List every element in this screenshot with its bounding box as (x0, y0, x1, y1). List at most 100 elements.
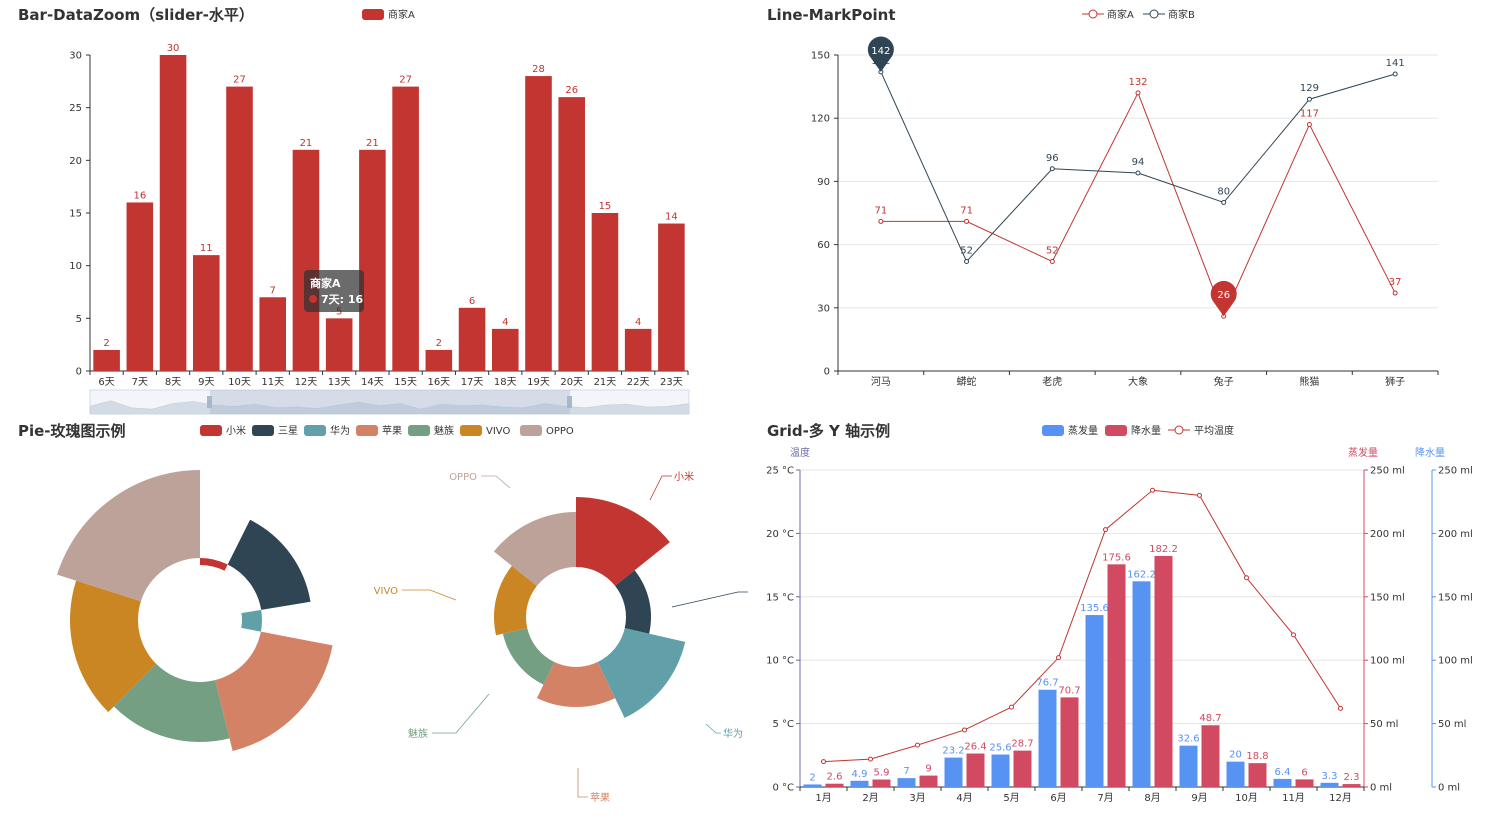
pie-legend-swatch (200, 425, 222, 436)
bar-x-tick-label: 12天 (295, 377, 318, 388)
pie-legend-swatch (408, 425, 430, 436)
bar-mark (359, 149, 386, 371)
bar-legend-item[interactable]: 商家A (362, 8, 415, 21)
evap-data-label: 135.6 (1080, 603, 1109, 614)
legend-swatch-evap (1042, 425, 1064, 436)
grid-legend-evap[interactable]: 蒸发量 (1042, 424, 1098, 437)
datazoom-handle-right[interactable] (567, 396, 572, 408)
pie-chart-title: Pie-玫瑰图示例 (18, 422, 126, 440)
bar-x-tick-label: 14天 (361, 377, 384, 388)
rain-y-tick-label: 250 ml (1438, 466, 1473, 477)
tooltip-value: 7天: 16 (321, 293, 364, 306)
bar-mark (624, 328, 652, 371)
evap-bar (803, 784, 822, 787)
tooltip-marker (309, 295, 317, 303)
grid-axes: 0 °C 5 °C 10 °C 15 °C 20 °C 25 °C 0 ml 50 ml 100… (766, 466, 1473, 805)
rain-bar (966, 753, 985, 787)
bar-mark (159, 55, 187, 371)
bar-mark (491, 328, 519, 371)
rose-label-leader (402, 589, 457, 601)
line-x-axis: 河马 蟒蛇 老虎 大象 兔子 熊猫 狮子 (837, 370, 1439, 388)
grid-multi-y-chart: Grid-多 Y 轴示例 蒸发量 降水量 平均温度 温度 蒸发量 降水量 0 °… (766, 422, 1473, 804)
bar-y-tick-label: 15 (69, 209, 82, 220)
line-data-label: 117 (1300, 109, 1319, 120)
bar-mark (325, 318, 353, 371)
grid-x-tick-label: 11月 (1282, 792, 1305, 804)
line-y-tick-label: 120 (811, 114, 830, 125)
bar-y-tick-label: 0 (76, 367, 82, 378)
rain-bar (919, 775, 938, 787)
bar-x-tick-label: 21天 (594, 377, 617, 388)
datazoom-slider[interactable] (89, 389, 690, 415)
grid-x-tick-label: 2月 (862, 792, 878, 804)
bar-x-tick-label: 16天 (427, 377, 450, 388)
rain-data-label: 18.8 (1246, 751, 1268, 762)
line-legend-b[interactable]: 商家B (1143, 8, 1195, 21)
evap-bar (1038, 689, 1057, 787)
rose-slice-label: 苹果 (590, 791, 610, 804)
bar-data-label: 2 (436, 338, 442, 349)
axis-title-rain: 降水量 (1415, 446, 1445, 459)
line-chart-title: Line-MarkPoint (767, 6, 896, 24)
pie-legend: 小米 三星 华为 苹果 魅族 VIVO OPPO (200, 424, 574, 437)
temp-y-tick-label: 25 °C (766, 466, 794, 477)
rose-area-slice (597, 628, 686, 718)
bar-x-axis: 6天 7天 8天 9天 10天 11天 12天 13天 14天 15天 16天 17天 18天 19天 20… (89, 370, 689, 388)
markpoint-label: 26 (1217, 290, 1230, 301)
rose-label-leader (649, 475, 672, 501)
bar-data-label: 7 (270, 285, 276, 296)
bar-data-label: 21 (300, 138, 313, 149)
rain-bar (1295, 779, 1314, 787)
bar-data-label: 27 (399, 75, 412, 86)
legend-label-temp: 平均温度 (1194, 424, 1234, 437)
line-y-tick-label: 90 (817, 177, 830, 188)
evap-y-tick-label: 150 ml (1370, 592, 1405, 603)
line-legend-a[interactable]: 商家A (1082, 8, 1134, 21)
pie-legend-label: 小米 (226, 424, 246, 437)
bar-data-label: 14 (665, 212, 678, 223)
bar-mark (458, 307, 486, 371)
pie-rose-chart: Pie-玫瑰图示例 小米 三星 华为 苹果 魅族 VIVO OPPO 小米华为苹果魅族VIV… (18, 422, 748, 804)
rose-area-slice (502, 628, 555, 685)
line-series: 71715213226117372614252969480129141142 (867, 36, 1405, 319)
rose-slice-label: 小米 (674, 470, 694, 483)
line-point (878, 218, 884, 224)
temp-point (1338, 705, 1343, 711)
bar-data-label: 21 (366, 138, 379, 149)
axis-title-evap: 蒸发量 (1348, 446, 1378, 459)
bar-data-label: 15 (599, 201, 612, 212)
line-x-tick-label: 兔子 (1214, 375, 1234, 388)
rain-y-tick-label: 50 ml (1438, 719, 1466, 730)
datazoom-selected-range[interactable] (210, 390, 570, 414)
rose-pie-radius (57, 469, 333, 751)
line-point (1392, 290, 1398, 296)
rose-slice-label: 魅族 (408, 727, 428, 740)
temp-line (823, 489, 1341, 763)
rose-label-leader (481, 475, 511, 489)
markpoint-pin (867, 36, 894, 72)
bar-mark (425, 349, 453, 371)
grid-x-tick-label: 12月 (1329, 792, 1352, 804)
bar-mark (226, 86, 253, 371)
pie-legend-label: 苹果 (382, 424, 402, 437)
grid-legend-temp[interactable]: 平均温度 (1168, 424, 1234, 437)
bar-mark (658, 223, 685, 371)
bar-datazoom-chart: Bar-DataZoom（slider-水平） 商家A 0 5 10 15 20 25 30… (18, 6, 690, 415)
line-data-label: 71 (874, 205, 887, 216)
grid-legend-rain[interactable]: 降水量 (1105, 424, 1161, 437)
rose-area-slice (615, 570, 651, 634)
line-data-label: 37 (1389, 277, 1402, 288)
bar-y-tick-label: 5 (76, 314, 82, 325)
bar-data-label: 11 (200, 243, 213, 254)
rain-data-label: 9 (925, 764, 931, 775)
line-x-tick-label: 大象 (1128, 375, 1148, 388)
rain-bar (1013, 750, 1032, 787)
markpoint-pin (1210, 280, 1237, 317)
grid-x-tick-label: 6月 (1050, 792, 1066, 804)
legend-label-rain: 降水量 (1131, 424, 1161, 437)
datazoom-handle-left[interactable] (207, 396, 212, 408)
temp-y-tick-label: 0 °C (772, 783, 794, 794)
bar-data-label: 6 (469, 296, 475, 307)
temp-y-tick-label: 20 °C (766, 529, 794, 540)
